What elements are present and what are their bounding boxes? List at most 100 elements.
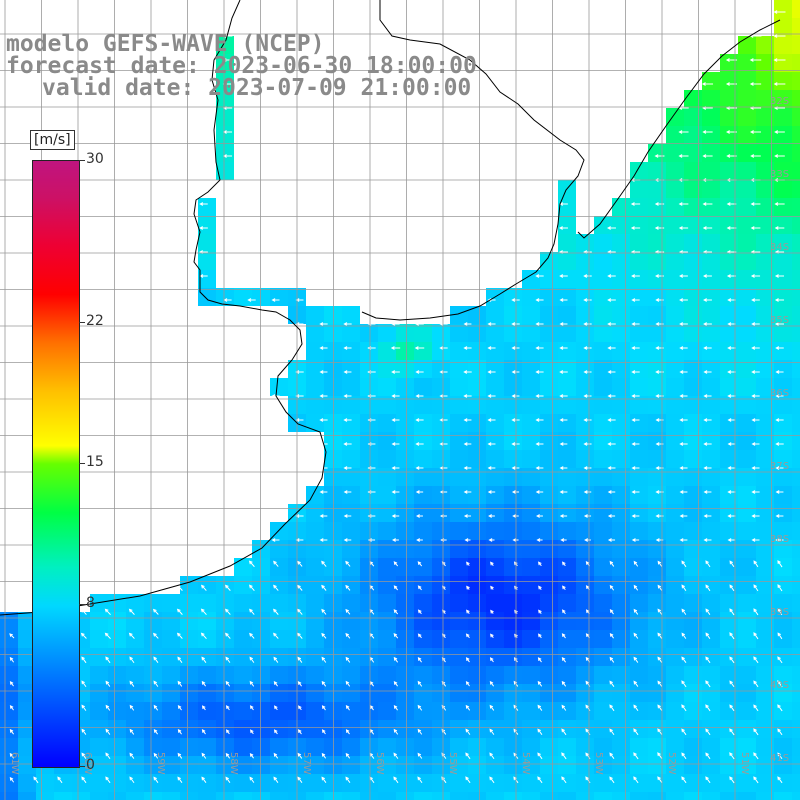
wind-speed-cell [684, 720, 702, 738]
wind-speed-cell [720, 126, 738, 144]
wind-speed-cell [720, 180, 738, 198]
wind-speed-cell [306, 576, 324, 594]
wind-speed-cell [576, 576, 594, 594]
wind-arrow [537, 776, 543, 784]
wind-speed-cell [630, 468, 648, 486]
wind-speed-cell [126, 756, 144, 774]
wind-speed-cell [306, 612, 324, 630]
wind-arrow [703, 490, 712, 494]
wind-arrow [753, 728, 759, 736]
wind-arrow [535, 490, 544, 494]
wind-speed-cell [324, 558, 342, 576]
wind-arrow [729, 704, 735, 712]
wind-speed-cell [252, 792, 270, 800]
wind-speed-cell [684, 288, 702, 306]
wind-speed-cell [342, 648, 360, 666]
wind-arrow [751, 466, 760, 470]
wind-speed-cell [594, 252, 612, 270]
wind-arrow [273, 752, 279, 759]
wind-arrow [273, 632, 279, 639]
wind-speed-cell [684, 666, 702, 684]
wind-speed-cell [738, 180, 756, 198]
wind-arrow [583, 418, 592, 422]
wind-speed-cell [720, 54, 738, 72]
wind-speed-cell [522, 450, 540, 468]
wind-speed-cell [522, 594, 540, 612]
wind-arrow [538, 585, 542, 590]
wind-arrow [727, 418, 736, 422]
wind-speed-cell [414, 342, 432, 360]
wind-speed-cell [612, 234, 630, 252]
wind-speed-cell [648, 360, 666, 378]
wind-speed-cell [540, 594, 558, 612]
wind-speed-cell [306, 522, 324, 540]
wind-speed-cell [360, 414, 378, 432]
wind-speed-cell [342, 432, 360, 450]
wind-speed-cell [666, 486, 684, 504]
wind-arrow [487, 322, 496, 326]
wind-speed-cell [558, 756, 576, 774]
wind-speed-cell [90, 702, 108, 720]
wind-speed-cell [504, 576, 522, 594]
wind-speed-cell [180, 648, 198, 666]
wind-speed-cell [216, 288, 234, 306]
wind-speed-cell [738, 612, 756, 630]
wind-speed-cell [504, 720, 522, 738]
wind-speed-cell [324, 738, 342, 756]
wind-speed-cell [360, 378, 378, 396]
wind-arrow [321, 656, 327, 663]
wind-speed-cell [450, 504, 468, 522]
wind-speed-cell [558, 432, 576, 450]
wind-arrow [465, 728, 471, 735]
wind-arrow [777, 656, 783, 664]
wind-speed-cell [378, 702, 396, 720]
longitude-label: 53W [593, 752, 604, 775]
wind-arrow [297, 584, 303, 591]
wind-arrow [248, 560, 255, 568]
wind-speed-cell [378, 666, 396, 684]
wind-speed-cell [666, 756, 684, 774]
wind-speed-cell [414, 540, 432, 558]
wind-arrow [559, 274, 568, 278]
wind-arrow [321, 560, 327, 567]
wind-speed-cell [108, 774, 126, 792]
wind-arrow [751, 394, 760, 398]
wind-speed-cell [414, 576, 432, 594]
wind-speed-cell [702, 558, 720, 576]
wind-speed-cell [792, 180, 800, 198]
wind-speed-cell [396, 432, 414, 450]
wind-arrow [773, 82, 786, 86]
wind-arrow [774, 298, 785, 302]
wind-speed-cell [666, 234, 684, 252]
wind-speed-cell [144, 702, 162, 720]
wind-arrow [201, 752, 207, 759]
wind-arrow [81, 728, 87, 735]
wind-speed-cell [270, 630, 288, 648]
wind-arrow [705, 776, 711, 784]
wind-speed-cell [702, 684, 720, 702]
wind-arrow [487, 394, 496, 398]
wind-arrow [177, 705, 182, 711]
wind-speed-cell [702, 198, 720, 216]
wind-speed-cell [450, 558, 468, 576]
wind-speed-cell [396, 630, 414, 648]
wind-speed-cell [468, 540, 486, 558]
wind-speed-cell [216, 648, 234, 666]
wind-speed-cell [450, 648, 468, 666]
wind-speed-cell [792, 792, 800, 800]
wind-speed-cell [738, 126, 756, 144]
wind-speed-cell [18, 666, 36, 684]
wind-speed-cell [594, 396, 612, 414]
wind-speed-cell [324, 468, 342, 486]
wind-speed-cell [450, 594, 468, 612]
wind-speed-cell [774, 216, 792, 234]
wind-arrow [657, 584, 663, 591]
wind-speed-cell [756, 180, 774, 198]
wind-speed-cell [666, 144, 684, 162]
wind-speed-cell [306, 594, 324, 612]
wind-arrow [9, 656, 15, 663]
wind-arrow [105, 752, 111, 760]
wind-speed-cell [540, 486, 558, 504]
wind-speed-cell [738, 774, 756, 792]
wind-speed-cell [594, 504, 612, 522]
